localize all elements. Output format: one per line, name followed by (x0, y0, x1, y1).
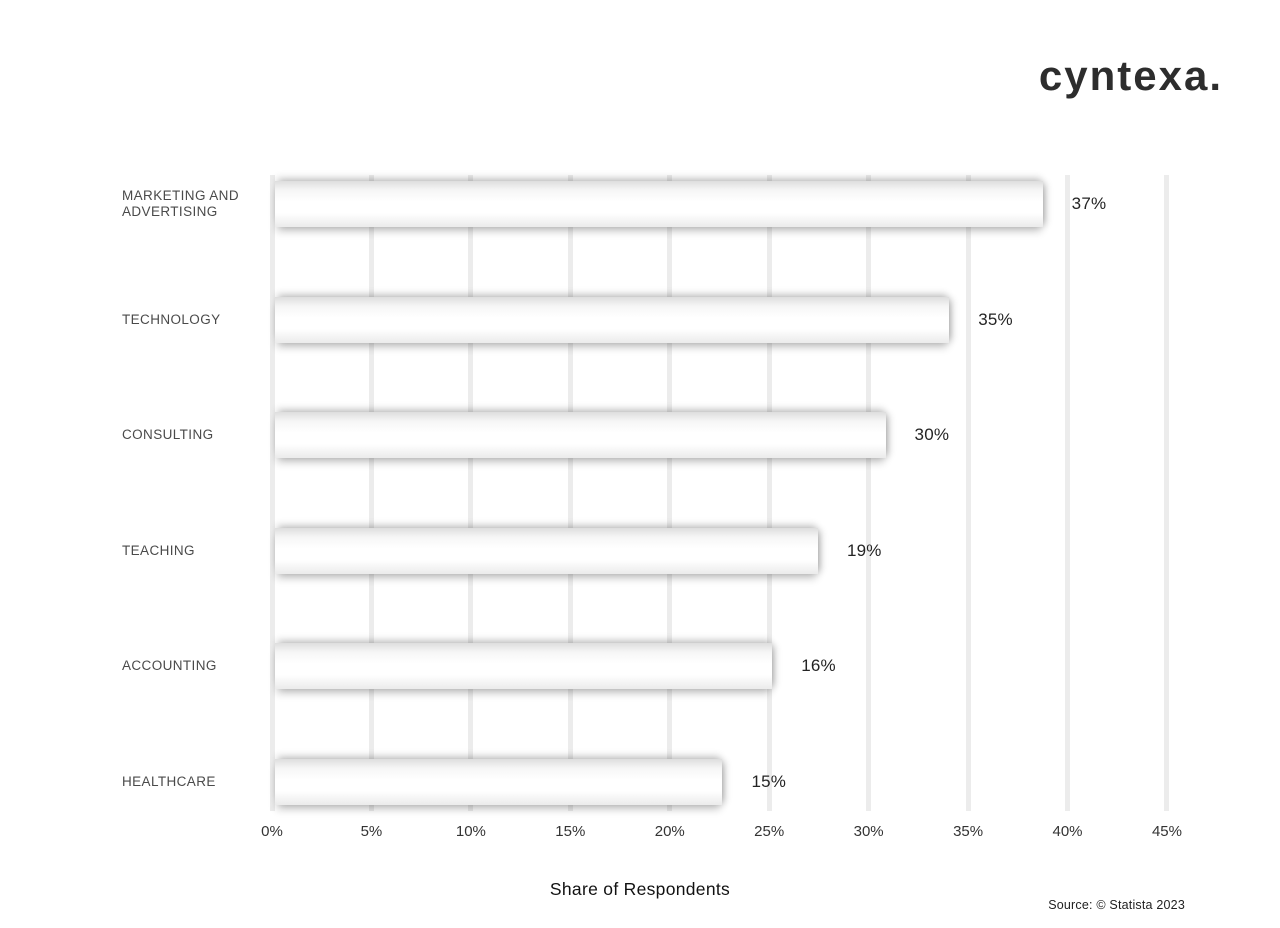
gridline-10% (468, 175, 474, 811)
gridline-15% (567, 175, 573, 811)
category-label: Technology (122, 311, 221, 327)
gridline-30% (866, 175, 872, 811)
category-label: Marketing and Advertising (122, 188, 239, 219)
gridline-25% (766, 175, 772, 811)
x-tick-label: 25% (754, 823, 785, 840)
x-tick-label: 45% (1151, 823, 1182, 840)
bar-consulting (275, 412, 886, 459)
value-label: 15% (751, 772, 787, 791)
cyntexa-logo: cyntexa. (1038, 52, 1223, 99)
category-label: Teaching (122, 542, 195, 558)
x-axis-title: Share of Respondents (549, 879, 731, 899)
value-label: 30% (914, 425, 950, 445)
value-label: 35% (978, 309, 1013, 329)
gridline-40% (1065, 175, 1071, 811)
bar-healthcare (275, 759, 723, 805)
gridline-0% (269, 175, 275, 811)
x-tick-label: 20% (654, 823, 685, 840)
gridline-35% (965, 175, 971, 811)
x-tick-label: 10% (455, 823, 486, 840)
x-tick-label: 0% (261, 823, 283, 840)
x-tick-label: 15% (555, 823, 586, 840)
gridline-20% (667, 175, 673, 811)
gridline-5% (368, 175, 374, 811)
source-attribution: Source: © Statista 2023 (1048, 898, 1185, 912)
value-label: 37% (1071, 194, 1107, 213)
bar-marketing-and-advertising (275, 181, 1043, 227)
x-tick-label: 5% (360, 823, 383, 840)
value-label: 19% (846, 540, 882, 560)
category-label: Accounting (122, 658, 217, 674)
category-label: Healthcare (122, 774, 216, 789)
x-tick-label: 30% (853, 823, 884, 840)
category-label: Consulting (122, 427, 214, 443)
value-label: 16% (801, 656, 836, 676)
gridline-45% (1164, 175, 1170, 811)
x-tick-label: 40% (1052, 823, 1083, 840)
bar-accounting (275, 643, 773, 690)
x-tick-label: 35% (953, 823, 984, 840)
bar-technology (275, 296, 950, 343)
bar-teaching (275, 527, 818, 574)
